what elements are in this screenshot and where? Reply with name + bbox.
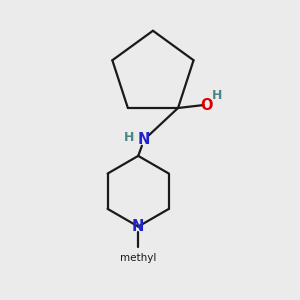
Text: O: O (200, 98, 212, 112)
Text: N: N (132, 219, 144, 234)
Text: H: H (212, 89, 222, 102)
Text: H: H (124, 131, 134, 144)
Text: methyl: methyl (120, 253, 156, 263)
Text: N: N (138, 132, 150, 147)
